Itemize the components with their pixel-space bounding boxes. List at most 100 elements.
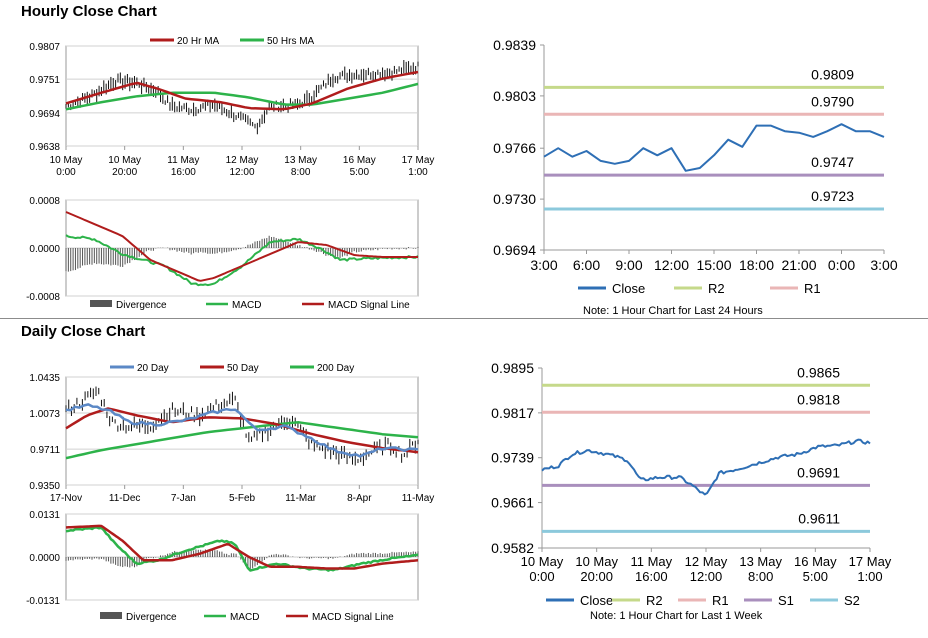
x-tick-label: 1:00: [857, 569, 882, 584]
y-tick-label: 0.0000: [29, 244, 60, 255]
ma20-line: [65, 70, 419, 111]
hourly-note: Note: 1 Hour Chart for Last 24 Hours: [583, 305, 763, 317]
legend-macd-signal-daily: MACD Signal Line: [312, 612, 394, 623]
legend-r2: R2: [646, 593, 663, 608]
y-tick-label: 0.9751: [29, 75, 60, 86]
level-r1-label: 0.9790: [811, 93, 854, 109]
legend-20day: 20 Day: [137, 363, 169, 374]
x-tick-label: 13 May: [284, 155, 317, 166]
level-s1-label: 0.9691: [797, 464, 840, 480]
x-tick-label: 6:00: [573, 257, 600, 273]
x-tick-label: 12 May: [685, 554, 728, 569]
daily-section-title: Daily Close Chart: [21, 323, 146, 340]
x-tick-label: 21:00: [781, 257, 816, 273]
hourly-macd-chart: Divergence MACD MACD Signal Line 0.0008 0…: [26, 196, 419, 311]
x-tick-label: 8-Apr: [347, 493, 372, 504]
x-tick-label: 16 May: [794, 554, 837, 569]
day50-line: [65, 407, 419, 454]
x-tick-label: 5-Feb: [229, 493, 256, 504]
x-tick-label: 10 May: [50, 155, 83, 166]
y-tick-label: 0.9638: [29, 142, 60, 153]
x-tick-label: 10 May: [108, 155, 141, 166]
x-tick-label: 10 May: [521, 554, 564, 569]
x-tick-label: 12 May: [226, 155, 259, 166]
close-line: [541, 438, 871, 496]
hourly-section-title: Hourly Close Chart: [21, 3, 157, 20]
level-r1-label: 0.9818: [797, 391, 840, 407]
legend-macd-signal: MACD Signal Line: [328, 300, 410, 311]
x-tick-label: 12:00: [654, 257, 689, 273]
macd-signal-line: [65, 211, 418, 282]
x-tick-label: 15:00: [696, 257, 731, 273]
level-r2-label: 0.9865: [797, 364, 840, 380]
macd-line: [65, 526, 419, 572]
x-tick-label: 10 May: [575, 554, 618, 569]
y-tick-label: 0.0131: [29, 510, 60, 521]
y-tick-label: -0.0008: [26, 292, 60, 303]
legend-r1: R1: [804, 281, 821, 296]
y-tick-label: 0.9817: [491, 405, 534, 421]
legend-s2: S2: [844, 593, 860, 608]
daily-price-chart: 20 Day 50 Day 200 Day 1.0435 1.0073 0.9711…: [29, 363, 435, 504]
x-tick-label: 3:00: [530, 257, 557, 273]
x-tick-label: 16 May: [343, 155, 376, 166]
hourly-price-chart: 20 Hr MA 50 Hrs MA 0.9807 0.9751 0.9694 0.9…: [29, 36, 435, 178]
daily-macd-chart: Divergence MACD MACD Signal Line 0.0131 0…: [26, 510, 419, 623]
x-tick-label: 8:00: [291, 167, 311, 178]
legend-close: Close: [612, 281, 645, 296]
y-tick-label: 0.9839: [493, 37, 536, 53]
level-s2-label: 0.9611: [798, 510, 840, 526]
legend-close: Close: [580, 593, 613, 608]
x-tick-label: 20:00: [112, 167, 137, 178]
y-tick-label: 0.9730: [493, 191, 536, 207]
y-tick-label: 0.9807: [29, 42, 60, 53]
weekly-note: Note: 1 Hour Chart for Last 1 Week: [590, 610, 763, 622]
x-tick-label: 20:00: [580, 569, 613, 584]
y-tick-label: 0.9582: [491, 540, 534, 556]
level-r2-label: 0.9809: [811, 66, 854, 82]
x-tick-label: 11-Mar: [285, 493, 317, 504]
y-tick-label: 0.9739: [491, 450, 534, 466]
legend-s1: S1: [778, 593, 794, 608]
y-tick-label: 0.9766: [493, 140, 536, 156]
x-tick-label: 9:00: [615, 257, 642, 273]
y-tick-label: 0.9803: [493, 88, 536, 104]
y-tick-label: -0.0131: [26, 596, 60, 607]
x-tick-label: 17 May: [849, 554, 892, 569]
legend-50day: 50 Day: [227, 363, 259, 374]
y-tick-label: 1.0435: [29, 373, 60, 384]
y-tick-label: 0.0000: [29, 553, 60, 564]
x-tick-label: 1:00: [408, 167, 428, 178]
x-tick-label: 16:00: [635, 569, 668, 584]
legend-divergence-daily: Divergence: [126, 612, 177, 623]
legend-200day: 200 Day: [317, 363, 354, 374]
x-tick-label: 17 May: [402, 155, 435, 166]
y-tick-label: 0.9711: [30, 445, 60, 456]
legend-r1: R1: [712, 593, 729, 608]
y-tick-label: 0.0008: [29, 196, 60, 207]
x-tick-label: 5:00: [350, 167, 370, 178]
day200-line: [65, 421, 419, 460]
x-tick-label: 17-Nov: [50, 493, 82, 504]
x-tick-label: 13 May: [739, 554, 782, 569]
x-tick-label: 12:00: [229, 167, 254, 178]
ma50-line: [65, 82, 419, 111]
y-tick-label: 0.9350: [29, 481, 60, 492]
x-tick-label: 0:00: [56, 167, 76, 178]
x-tick-label: 11-May: [402, 493, 435, 504]
x-tick-label: 16:00: [171, 167, 196, 178]
x-tick-label: 11 May: [167, 155, 199, 166]
x-tick-label: 5:00: [803, 569, 828, 584]
level-s2-label: 0.9723: [811, 188, 854, 204]
x-tick-label: 11 May: [630, 554, 672, 569]
x-tick-label: 8:00: [748, 569, 773, 584]
legend-ma50: 50 Hrs MA: [267, 36, 315, 47]
section-divider: [0, 318, 928, 319]
x-tick-label: 0:00: [828, 257, 855, 273]
x-tick-label: 11-Dec: [109, 493, 141, 504]
y-tick-label: 0.9694: [29, 109, 60, 120]
y-tick-label: 0.9661: [491, 495, 534, 511]
x-tick-label: 0:00: [529, 569, 554, 584]
